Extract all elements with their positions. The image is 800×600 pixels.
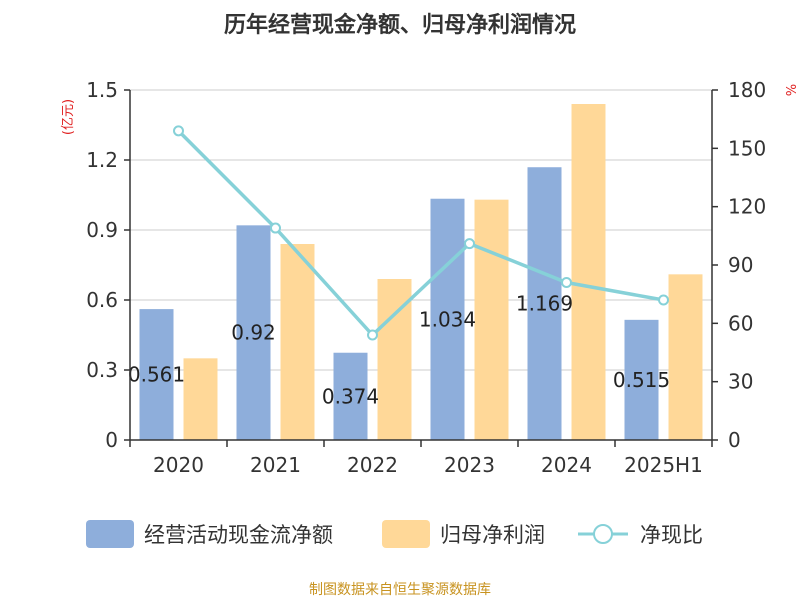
chart-title: 历年经营现金净额、归母净利润情况 <box>224 12 576 38</box>
x-tick-label: 2022 <box>347 453 398 477</box>
right-tick-label: 90 <box>728 253 753 277</box>
legend-label-cashflow: 经营活动现金流净额 <box>144 523 333 547</box>
bar-cashflow <box>236 225 271 440</box>
bar-profit <box>183 358 218 440</box>
bars-layer <box>139 104 703 440</box>
data-label-cashflow: 0.92 <box>231 321 276 345</box>
left-tick-label: 1.5 <box>86 78 118 102</box>
bar-cashflow <box>527 167 562 440</box>
right-tick-label: 60 <box>728 311 753 335</box>
ratio-point <box>367 329 378 341</box>
legend: 经营活动现金流净额 归母净利润 净现比 <box>86 520 703 548</box>
x-tick-label: 2024 <box>541 453 592 477</box>
legend-swatch-profit <box>382 520 430 548</box>
left-tick-label: 0.6 <box>86 288 118 312</box>
bar-profit <box>280 244 315 440</box>
data-label-cashflow: 1.034 <box>419 307 476 331</box>
axes-layer: 0 0.3 0.6 0.9 1.2 1.5 0 30 60 90 120 150 180 2020 2021… <box>86 78 766 477</box>
legend-swatch-cashflow <box>86 520 134 548</box>
bar-profit <box>474 199 509 440</box>
ratio-point <box>173 125 184 137</box>
bar-cashflow <box>430 198 465 440</box>
line-layer <box>173 125 669 341</box>
ratio-point <box>561 277 572 288</box>
right-tick-label: 180 <box>728 78 766 102</box>
ratio-point <box>270 222 281 234</box>
data-label-cashflow: 0.561 <box>128 363 185 387</box>
source-note: 制图数据来自恒生聚源数据库 <box>309 582 491 598</box>
left-tick-label: 0.9 <box>86 218 118 242</box>
bar-profit <box>571 104 606 440</box>
x-tick-label: 2021 <box>250 453 301 477</box>
bar-cashflow <box>139 309 174 440</box>
data-labels-layer: 0.561 0.92 0.374 1.034 1.169 0.515 <box>128 292 670 409</box>
left-axis-unit: (亿元) <box>61 99 76 135</box>
right-tick-label: 30 <box>728 370 753 394</box>
left-tick-label: 0.3 <box>86 358 118 382</box>
right-tick-label: 0 <box>728 428 741 452</box>
data-label-cashflow: 1.169 <box>516 292 573 316</box>
left-tick-label: 1.2 <box>86 148 118 172</box>
legend-label-profit: 归母净利润 <box>440 523 545 547</box>
right-tick-label: 150 <box>728 136 766 160</box>
bar-profit <box>668 274 703 440</box>
grid-lines <box>130 89 712 371</box>
right-axis-unit: % <box>782 84 797 96</box>
x-tick-label: 2020 <box>153 453 204 477</box>
data-label-cashflow: 0.374 <box>322 384 379 408</box>
x-tick-label: 2025H1 <box>624 453 703 477</box>
bar-cashflow <box>624 319 659 440</box>
legend-label-ratio: 净现比 <box>640 523 703 547</box>
ratio-line <box>177 129 664 338</box>
left-tick-label: 0 <box>105 428 118 452</box>
x-tick-label: 2023 <box>444 453 495 477</box>
bar-cashflow <box>333 352 368 440</box>
right-tick-label: 120 <box>728 195 766 219</box>
data-label-cashflow: 0.515 <box>613 368 670 392</box>
legend-marker-ratio <box>593 524 613 544</box>
ratio-point <box>464 238 475 250</box>
ratio-point <box>658 294 669 306</box>
